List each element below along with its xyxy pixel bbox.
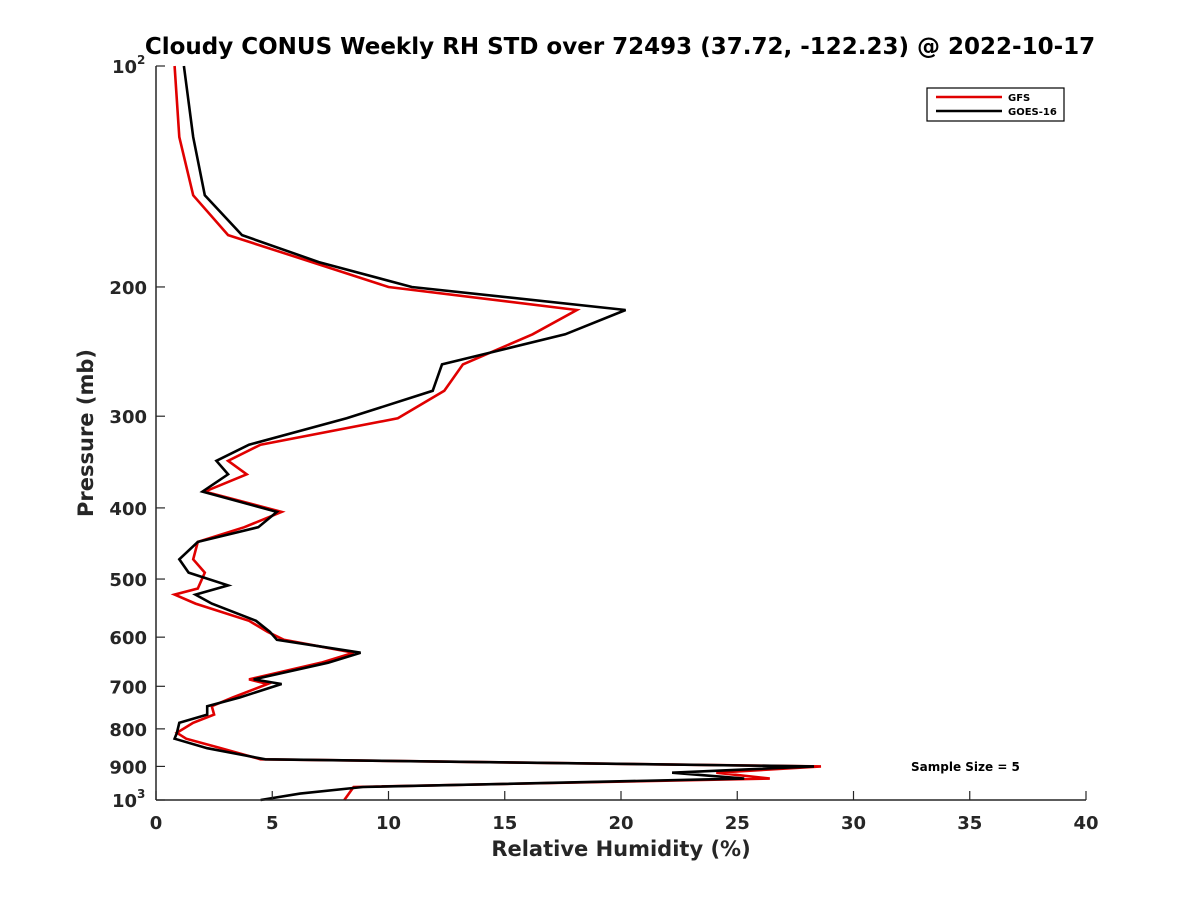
legend: GFS GOES-16 bbox=[926, 87, 1065, 122]
x-tick-label: 15 bbox=[492, 813, 517, 834]
x-tick-label: 20 bbox=[608, 813, 633, 834]
y-tick-label: 400 bbox=[109, 499, 147, 520]
x-tick-label: 5 bbox=[266, 813, 279, 834]
y-tick-label: 800 bbox=[109, 720, 147, 741]
series-layer bbox=[170, 65, 822, 802]
series-line-goes-16 bbox=[172, 65, 815, 802]
x-axis-ticks: 0 5 10 15 20 25 30 35 40 bbox=[150, 791, 1099, 834]
plot-area bbox=[156, 66, 1086, 800]
series-line-gfs bbox=[170, 65, 822, 801]
sample-size-annotation: Sample Size = 5 bbox=[911, 760, 1020, 774]
x-axis-label: Relative Humidity (%) bbox=[491, 837, 750, 861]
chart-title: Cloudy CONUS Weekly RH STD over 72493 (3… bbox=[145, 34, 1095, 60]
legend-label-gfs: GFS bbox=[1008, 93, 1030, 104]
x-tick-label: 30 bbox=[841, 813, 866, 834]
x-tick-label: 0 bbox=[150, 813, 163, 834]
y-tick-exponent: 2 bbox=[137, 53, 145, 67]
x-tick-label: 10 bbox=[376, 813, 401, 834]
y-tick-label: 600 bbox=[109, 628, 147, 649]
y-tick-label: 10 bbox=[112, 791, 137, 812]
y-tick-label: 900 bbox=[109, 757, 147, 778]
legend-label-goes-16: GOES-16 bbox=[1008, 107, 1057, 118]
x-tick-label: 40 bbox=[1073, 813, 1098, 834]
y-tick-exponent: 3 bbox=[137, 787, 145, 801]
x-tick-label: 25 bbox=[725, 813, 750, 834]
y-tick-label: 300 bbox=[109, 407, 147, 428]
legend-box bbox=[926, 87, 1065, 122]
y-tick-label: 700 bbox=[109, 677, 147, 698]
y-tick-label: 500 bbox=[109, 570, 147, 591]
x-tick-label: 35 bbox=[957, 813, 982, 834]
y-tick-label: 10 bbox=[112, 57, 137, 78]
y-axis-label: Pressure (mb) bbox=[74, 349, 98, 517]
y-tick-label: 200 bbox=[109, 278, 147, 299]
